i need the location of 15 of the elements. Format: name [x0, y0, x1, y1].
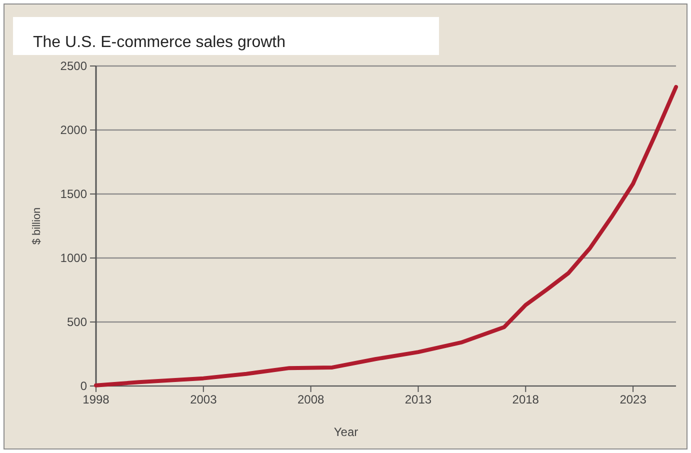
y-tick-label: 1500 — [60, 186, 88, 201]
x-tick-label: 2018 — [512, 392, 540, 407]
y-tick-label: 2500 — [60, 58, 88, 73]
x-tick-label: 1998 — [82, 392, 110, 407]
x-axis-title: Year — [334, 425, 358, 439]
y-tick-label: 0 — [80, 378, 88, 393]
y-tick-label: 500 — [66, 314, 88, 329]
y-tick-label: 2000 — [60, 122, 88, 137]
x-tick-label: 2008 — [297, 392, 324, 407]
y-axis-title: $ billion — [31, 207, 43, 245]
chart-title: The U.S. E-commerce sales growth — [33, 34, 286, 51]
x-tick-label: 2023 — [620, 392, 647, 407]
y-tick-label: 1000 — [60, 250, 88, 265]
x-tick-label: 2003 — [190, 392, 218, 407]
x-tick-label: 2013 — [404, 392, 432, 407]
